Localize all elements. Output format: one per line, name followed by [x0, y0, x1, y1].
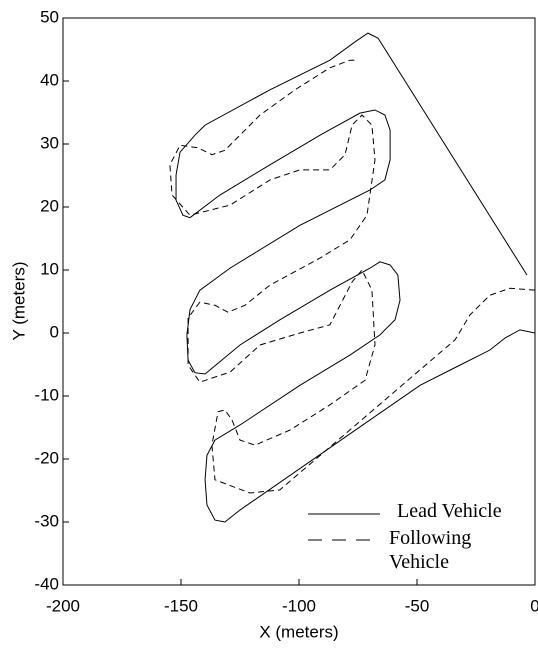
y-tick-label: 50 — [40, 7, 59, 26]
x-tick-label: -100 — [282, 596, 316, 615]
series-line — [169, 59, 536, 494]
y-tick-label: -10 — [34, 385, 59, 404]
y-tick-label: -30 — [34, 511, 59, 530]
y-tick-label: -20 — [34, 448, 59, 467]
x-tick-label: -50 — [405, 596, 430, 615]
y-tick-label: 20 — [40, 196, 59, 215]
x-tick-label: -150 — [164, 596, 198, 615]
y-axis-label: Y (meters) — [9, 261, 28, 340]
x-tick-label: 0 — [530, 596, 538, 615]
legend-label: Following Vehicle — [389, 527, 472, 573]
y-tick-label: 40 — [40, 70, 59, 89]
x-tick-label: -200 — [46, 596, 80, 615]
y-tick-label: 0 — [50, 322, 59, 341]
series-line — [175, 32, 536, 523]
y-tick-label: 30 — [40, 133, 59, 152]
x-axis-label: X (meters) — [259, 622, 338, 641]
legend-label: Lead Vehicle — [397, 500, 502, 522]
y-tick-label: -40 — [34, 574, 59, 593]
y-tick-label: 10 — [40, 259, 59, 278]
